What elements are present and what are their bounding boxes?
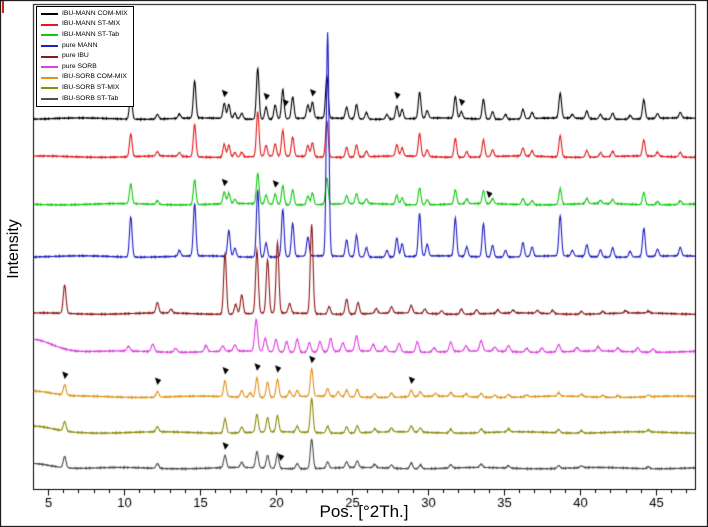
legend-item: pure IBU <box>41 51 128 62</box>
legend-item: pure SORB <box>41 62 128 73</box>
red-corner-mark <box>2 1 4 13</box>
legend-label: IBU-MANN COM-MIX <box>62 9 128 17</box>
legend-swatch <box>41 87 58 90</box>
y-axis-label: Intensity <box>5 219 22 279</box>
legend-swatch <box>41 13 58 16</box>
legend-swatch <box>41 55 58 58</box>
legend-swatch <box>41 23 58 26</box>
legend-swatch <box>41 45 58 48</box>
legend-label: IBU-SORB ST-Tab <box>62 94 119 102</box>
legend-item: IBU-MANN ST-MIX <box>41 20 128 31</box>
legend-item: IBU-MANN ST-Tab <box>41 30 128 41</box>
legend-item: pure MANN <box>41 41 128 52</box>
legend-label: pure SORB <box>62 62 97 70</box>
legend-label: IBU-MANN ST-Tab <box>62 31 120 39</box>
legend-swatch <box>41 98 58 101</box>
legend-label: IBU-MANN ST-MIX <box>62 20 121 28</box>
legend-swatch <box>41 66 58 69</box>
legend-label: IBU-SORB ST-MIX <box>62 84 120 92</box>
legend-swatch <box>41 34 58 37</box>
legend-swatch <box>41 76 58 79</box>
legend-item: IBU-SORB ST-Tab <box>41 94 128 105</box>
legend-label: pure IBU <box>62 52 89 60</box>
legend-label: IBU-SORB COM-MIX <box>62 73 127 81</box>
legend-item: IBU-SORB COM-MIX <box>41 73 128 84</box>
legend-item: IBU-SORB ST-MIX <box>41 83 128 94</box>
legend-label: pure MANN <box>62 41 98 49</box>
legend-item: IBU-MANN COM-MIX <box>41 9 128 20</box>
legend: IBU-MANN COM-MIX IBU-MANN ST-MIX IBU-MANN … <box>36 6 134 108</box>
x-axis-label: Pos. [°2Th.] <box>319 502 409 521</box>
